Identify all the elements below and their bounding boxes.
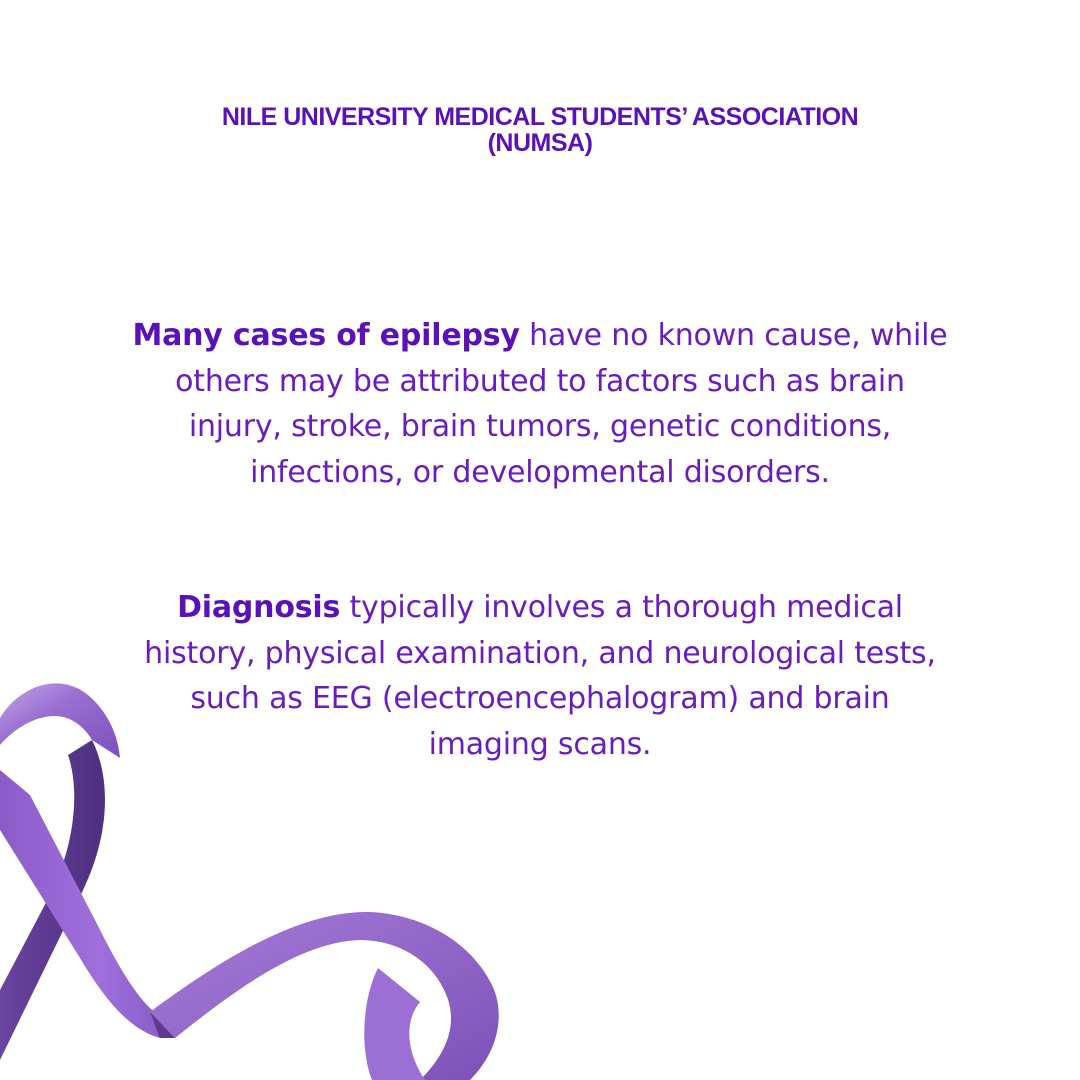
ribbon-front-strand <box>0 770 165 1038</box>
organization-acronym: (NUMSA) <box>487 129 593 157</box>
ribbon-tail <box>150 911 499 1080</box>
organization-title: NILE UNIVERSITY MEDICAL STUDENTS’ ASSOCI… <box>0 104 1080 156</box>
paragraph-causes-emphasis: Many cases of epilepsy <box>132 318 520 353</box>
paragraph-causes-text: have no known cause, while others may be… <box>175 318 948 490</box>
organization-name: NILE UNIVERSITY MEDICAL STUDENTS’ ASSOCI… <box>221 103 859 131</box>
ribbon-top-loop <box>0 683 120 758</box>
paragraph-diagnosis-text: typically involves a thorough medical hi… <box>144 590 936 762</box>
ribbon-curl-end <box>364 968 425 1080</box>
paragraph-causes: Many cases of epilepsy have no known cau… <box>130 313 950 495</box>
ribbon-fold <box>150 1012 175 1038</box>
paragraph-diagnosis: Diagnosis typically involves a thorough … <box>130 585 950 767</box>
paragraph-diagnosis-emphasis: Diagnosis <box>177 590 341 625</box>
awareness-ribbon-icon <box>0 683 499 1080</box>
